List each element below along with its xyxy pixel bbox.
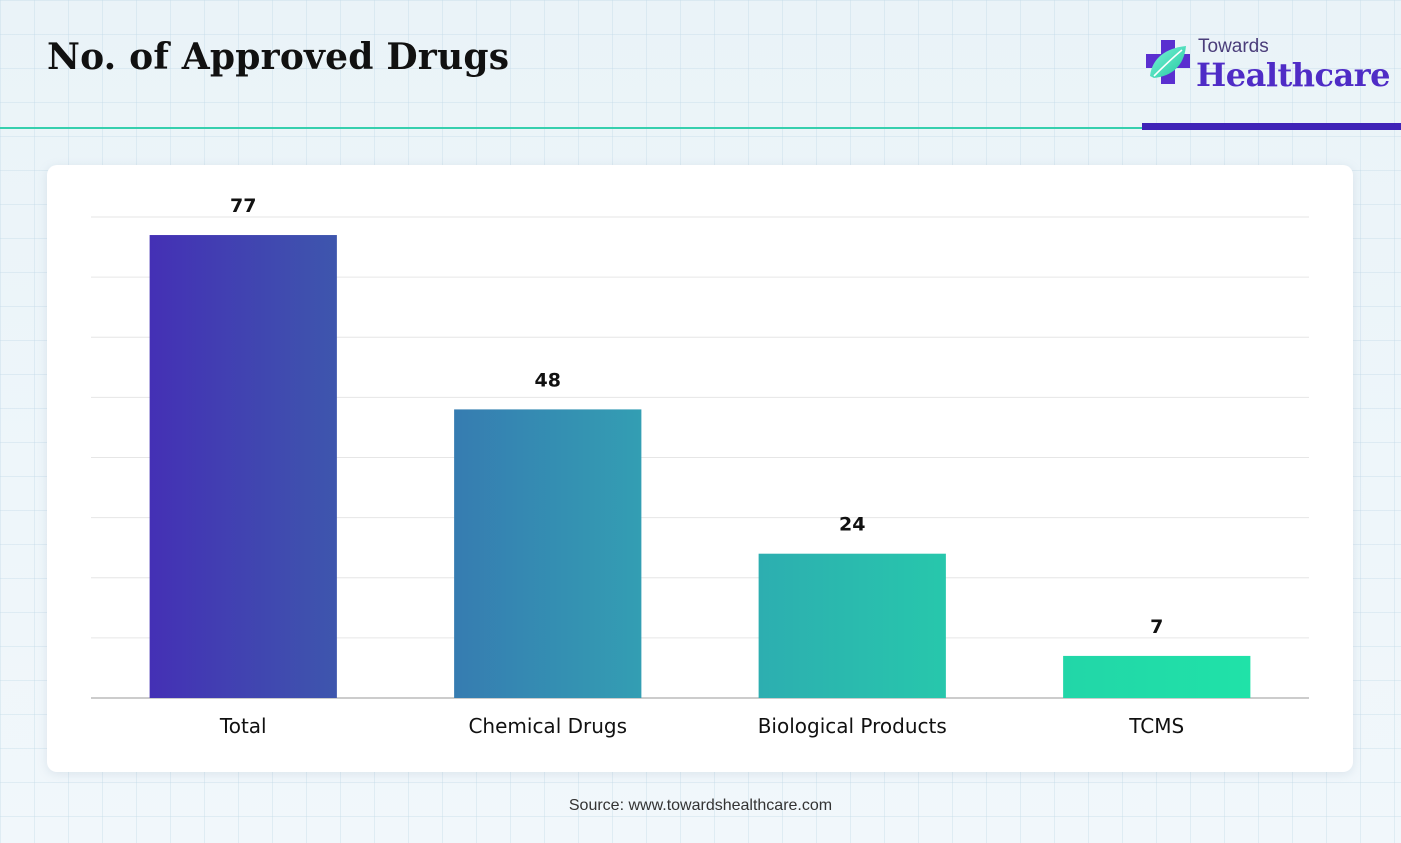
bar [758, 553, 946, 698]
logo-top-text: Towards [1198, 36, 1269, 57]
chart-card: 77 Total 48 Chemical Drugs 24 Biological Prod… [47, 165, 1353, 772]
data-label: 77 [230, 195, 256, 217]
logo-main-text: Healthcare [1196, 56, 1390, 94]
header-divider-teal [0, 127, 1142, 129]
x-tick-label: Total [219, 714, 267, 738]
medical-cross-leaf-icon [1146, 40, 1190, 84]
bar [454, 409, 642, 698]
page-title: No. of Approved Drugs [47, 36, 510, 78]
x-tick-label: Chemical Drugs [468, 714, 627, 738]
bar [149, 235, 337, 698]
bar [1063, 655, 1251, 698]
brand-logo: Towards Healthcare [1144, 34, 1390, 98]
header-divider-purple [1142, 123, 1401, 130]
x-tick-label: TCMS [1128, 714, 1184, 738]
x-tick-label: Biological Products [758, 714, 947, 738]
bar-chart: 77 Total 48 Chemical Drugs 24 Biological Prod… [91, 195, 1309, 738]
source-note: Source: www.towardshealthcare.com [568, 797, 833, 814]
data-label: 24 [839, 514, 865, 536]
data-label: 48 [535, 369, 561, 391]
data-label: 7 [1150, 616, 1163, 638]
